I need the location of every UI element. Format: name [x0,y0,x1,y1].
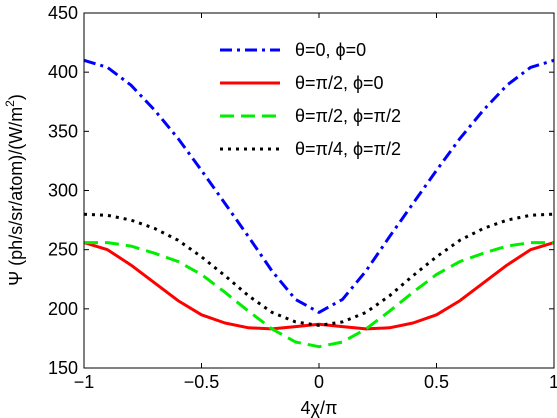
series-layer [83,58,555,349]
legend-label-4: θ=π/4, ϕ=π/2 [295,139,401,159]
tick-layer: −1 −0.5 0 0.5 1 150 200 250 300 350 400 450 [48,3,557,392]
series-line-3 [84,241,554,349]
y-tick-label: 400 [48,62,78,82]
legend-label-2: θ=π/2, ϕ=0 [295,73,384,93]
x-tick-label: 0 [314,372,324,392]
series-line-1 [83,58,555,314]
legend-label-3: θ=π/2, ϕ=π/2 [295,106,401,126]
y-tick-label: 150 [48,358,78,378]
x-tick-label: −1 [74,372,95,392]
x-tick-label: 0.5 [424,372,449,392]
y-tick-label: 350 [48,121,78,141]
y-tick-label: 450 [48,3,78,23]
plot-area [84,13,554,368]
series-line-4 [83,212,555,327]
x-tick-label: −0.5 [184,372,220,392]
y-axis-label-superscript: 2 [3,100,17,107]
legend: θ=0, ϕ=0 θ=π/2, ϕ=0 θ=π/2, ϕ=π/2 θ=π/4, ϕ=π… [220,40,401,159]
x-axis-label: 4χ/π [301,398,338,418]
y-tick-label: 250 [48,240,78,260]
y-axis-label-main: Ψ (ph/s/sr/atom)/(W/m [6,107,26,286]
x-tick-label: 1 [549,372,557,392]
legend-label-1: θ=0, ϕ=0 [295,40,366,60]
y-axis-label: Ψ (ph/s/sr/atom)/(W/m2) [3,94,26,286]
y-tick-label: 300 [48,181,78,201]
y-axis-label-end: ) [6,94,26,100]
y-tick-label: 200 [48,299,78,319]
